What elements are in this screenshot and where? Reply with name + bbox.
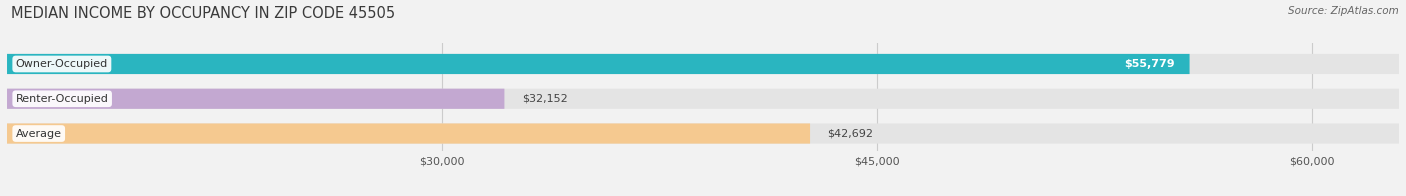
FancyBboxPatch shape: [7, 123, 810, 144]
Text: $55,779: $55,779: [1125, 59, 1175, 69]
Text: Owner-Occupied: Owner-Occupied: [15, 59, 108, 69]
Text: Renter-Occupied: Renter-Occupied: [15, 94, 108, 104]
Text: Average: Average: [15, 129, 62, 139]
FancyBboxPatch shape: [7, 89, 1399, 109]
Text: MEDIAN INCOME BY OCCUPANCY IN ZIP CODE 45505: MEDIAN INCOME BY OCCUPANCY IN ZIP CODE 4…: [11, 6, 395, 21]
FancyBboxPatch shape: [7, 54, 1399, 74]
Text: Source: ZipAtlas.com: Source: ZipAtlas.com: [1288, 6, 1399, 16]
FancyBboxPatch shape: [7, 123, 1399, 144]
Text: $32,152: $32,152: [522, 94, 568, 104]
FancyBboxPatch shape: [7, 54, 1189, 74]
Text: $42,692: $42,692: [828, 129, 873, 139]
FancyBboxPatch shape: [7, 89, 505, 109]
